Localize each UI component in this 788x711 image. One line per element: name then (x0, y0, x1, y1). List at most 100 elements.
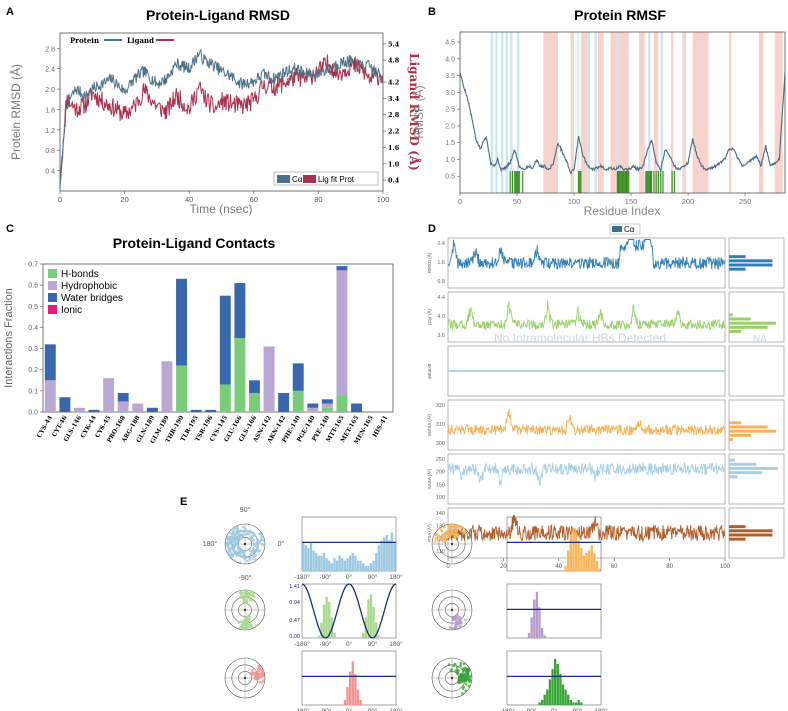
e-polar-point (456, 614, 460, 617)
c-bar-water-bridges (292, 363, 304, 391)
e-hist-bar (382, 537, 386, 571)
e-hist-bar (315, 553, 318, 571)
e-xtick-label: -180° (294, 640, 310, 648)
e-polar-point (251, 534, 255, 538)
panel-a-letter: A (6, 6, 14, 18)
a-y2tick-label: 4.8 (388, 57, 400, 65)
e-polar-point (251, 554, 255, 557)
d-ytick-label: 3.6 (437, 333, 445, 339)
d-hist-bar (729, 438, 733, 441)
e-polar-point (248, 556, 252, 560)
c-bar-h-bonds (234, 338, 246, 412)
e-hist-bar (582, 555, 586, 571)
a-xtick-label: 0 (58, 195, 62, 204)
e-polar-point (255, 546, 259, 550)
e-hist-bar (375, 622, 378, 638)
e-hist-bar (322, 553, 326, 571)
e-xtick-label: -90° (320, 573, 332, 581)
e-polar-center (450, 676, 454, 680)
b-band-blue (587, 32, 590, 193)
b-band-red (774, 32, 783, 193)
d-series-line (447, 300, 726, 332)
e-polar-point (460, 529, 464, 533)
c-ytick-label: 0.6 (28, 283, 38, 290)
e-hist-bar (375, 553, 378, 571)
panel-b-frame (459, 31, 786, 194)
e-polar-point (233, 545, 237, 548)
b-band-red (597, 32, 604, 193)
e-hist-bar (364, 565, 367, 571)
d-hist-bar (729, 529, 773, 533)
e-polar-point (251, 547, 255, 550)
e-polar-point (226, 538, 230, 542)
e-hist-bar (328, 602, 331, 638)
e-polar-point (446, 528, 450, 532)
d-hist-bar (729, 525, 746, 529)
panel-c-letter: C (6, 223, 14, 235)
e-polar-point (258, 532, 262, 536)
e-polar-point (464, 689, 468, 693)
panel-a-xlabel: Time (nsec) (190, 202, 253, 216)
e-polar-point (460, 621, 463, 625)
a-xtick-label: 100 (377, 195, 390, 204)
e-hist-bar (540, 627, 544, 638)
panel-a-y-axis: 0.4 0.8 1.2 1.6 2.0 2.4 2.8 (45, 46, 60, 176)
c-bar-hydrophobic (161, 361, 173, 412)
e-polar-point (256, 540, 260, 543)
e-hist-bar (564, 689, 567, 705)
c-bar-h-bonds (176, 365, 188, 412)
panel-c-bars (44, 266, 363, 412)
c-bar-h-bonds (321, 407, 333, 412)
a-ytick-label: 0.4 (45, 169, 55, 176)
e-polar-point (241, 627, 245, 630)
e-ytick-label: 0.94 (289, 600, 300, 606)
e-polar-point (468, 678, 471, 682)
e-hist-bar (564, 565, 567, 571)
e-hist-bar (341, 558, 344, 571)
e-polar-point (231, 555, 235, 558)
e-hist-bar (574, 702, 578, 705)
e-histogram (506, 583, 602, 639)
b-ytick-label: 1.0 (445, 157, 455, 164)
e-hist-bar (585, 553, 588, 571)
a-ytick-label: 2.4 (45, 67, 55, 74)
e-histogram: 1.41 0.00 0.94 0.47 -180° -90° 0° 90° 180° (289, 583, 403, 648)
c-bar-h-bonds (336, 395, 348, 412)
c-ytick-label: 0.5 (28, 304, 38, 311)
legend-protein-label: Protein (70, 36, 99, 45)
e-polar-point (249, 552, 252, 556)
legend-ligand-label: Ligand (127, 36, 154, 45)
e-polar-point (244, 532, 248, 536)
legend-ca-label: Cα (292, 175, 303, 184)
e-polar-point (254, 558, 257, 562)
e-polar-point (467, 684, 471, 688)
e-polar-point (251, 594, 255, 598)
a-xtick-label: 20 (120, 195, 128, 204)
e-hist-bar (369, 563, 373, 571)
e-polar-point (459, 661, 463, 665)
e-polar-point (243, 627, 247, 631)
e-hist-frame (506, 516, 602, 572)
d-row-label: MolSA (Å²) (426, 414, 432, 436)
b-xtick-label: 50 (513, 197, 521, 206)
e-polar-point (251, 668, 254, 672)
d-hist-bar (729, 325, 768, 329)
panel-b-series (459, 72, 786, 175)
polar-label-180: 180° (203, 540, 218, 548)
c-bar-hydrophobic (44, 380, 56, 412)
e-hist-bar (359, 560, 362, 571)
d-hist-bar (729, 475, 738, 479)
e-polar-point (448, 526, 452, 530)
b-ytick-label: 4.0 (445, 56, 455, 63)
e-polar-point (259, 538, 263, 542)
e-polar-point (251, 557, 255, 561)
e-polar-point (245, 559, 249, 563)
a-ytick-label: 1.2 (45, 128, 55, 135)
e-polar-plot (431, 657, 473, 699)
e-hist-bar (569, 699, 572, 705)
a-y2tick-label: 0.4 (388, 177, 400, 185)
d-hist-bar (729, 330, 742, 333)
panel-a-ylabel: Protein RMSD (Å) (8, 64, 23, 160)
e-hist-bar (546, 689, 549, 705)
e-polar-point (262, 544, 266, 547)
